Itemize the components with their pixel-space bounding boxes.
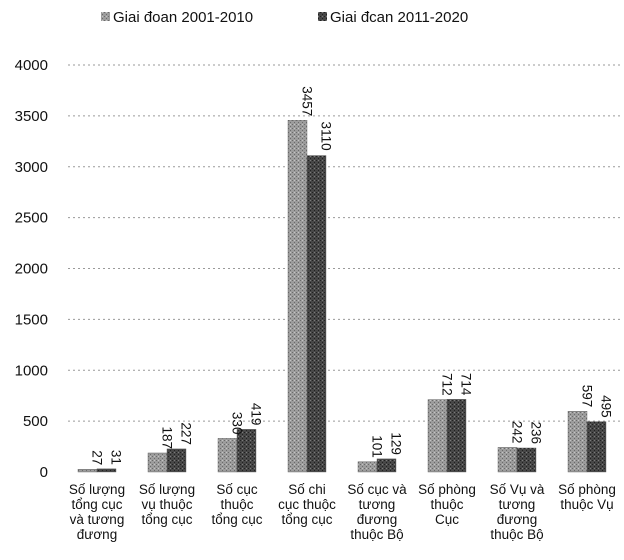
x-tick-label-line: tổng cục <box>281 512 332 527</box>
x-tick-label-5: Số cục và tương đương thuộc Bộ <box>347 482 407 542</box>
data-label-1-7: 242 <box>510 421 525 444</box>
bar-1-8 <box>567 411 588 473</box>
x-tick-label-line: cục thuộc <box>278 497 336 512</box>
data-label-2-4: 3110 <box>319 122 334 151</box>
x-tick-label-line: tương <box>499 497 536 512</box>
data-label-2-5: 129 <box>389 432 404 455</box>
bar-2-2 <box>166 448 187 473</box>
data-label-1-1: 27 <box>90 450 105 465</box>
x-tick-label-line: vụ thuộc <box>141 497 192 512</box>
x-tick-label-line: thuộc <box>220 497 253 512</box>
x-tick-label-line: tổng cục <box>141 512 192 527</box>
data-label-2-3: 419 <box>249 403 264 426</box>
bar-2-1 <box>96 468 117 473</box>
data-labels: 27 31 187 227 330 419 3457 3110 101 129 712 714 242 2… <box>90 86 614 465</box>
y-tick-label: 3500 <box>15 108 48 125</box>
data-label-1-8: 597 <box>580 385 595 408</box>
x-tick-label-line: Số chi <box>288 482 326 497</box>
bar-2-8 <box>586 421 607 473</box>
bar-1-4 <box>287 120 308 473</box>
y-tick-label: 1000 <box>15 362 48 379</box>
x-tick-label-8: Số phòng thuộc Vụ <box>558 482 616 512</box>
x-tick-label-line: tổng cục <box>211 512 262 527</box>
data-label-2-1: 31 <box>109 450 124 465</box>
x-tick-label-line: thuộc Bộ <box>350 527 403 542</box>
x-tick-label-line: đương <box>497 512 537 527</box>
x-tick-label-line: Số cục và <box>347 482 407 497</box>
x-tick-label-1: Số lượng tổng cục và tương đương <box>69 482 125 542</box>
bar-1-6 <box>427 399 448 473</box>
x-tick-label-3: Số cục thuộc tổng cục <box>211 482 262 527</box>
x-tick-label-line: Số Vụ và <box>490 482 545 497</box>
y-tick-label: 3000 <box>15 159 48 176</box>
x-tick-label-line: Số lượng <box>69 482 125 497</box>
data-label-2-8: 495 <box>599 395 614 418</box>
bar-2-3 <box>236 429 257 473</box>
legend-swatch-1 <box>101 12 110 21</box>
x-tick-label-line: và tương <box>70 512 125 527</box>
x-tick-label-7: Số Vụ và tương đương thuộc Bộ <box>490 482 545 542</box>
data-label-1-6: 712 <box>440 373 455 396</box>
data-label-1-2: 187 <box>160 426 175 449</box>
x-tick-label-2: Số lượng vụ thuộc tổng cục <box>139 482 195 527</box>
y-tick-label: 0 <box>40 464 48 481</box>
x-tick-label-line: tương <box>359 497 396 512</box>
x-tick-label-line: đương <box>357 512 397 527</box>
bar-1-1 <box>77 469 98 473</box>
data-label-2-7: 236 <box>529 421 544 444</box>
y-axis-ticks: 0 500 1000 1500 2000 2500 3000 3500 4000 <box>15 57 48 481</box>
bar-1-2 <box>147 452 168 473</box>
x-tick-label-line: tổng cục <box>71 497 122 512</box>
legend-label-1: Giai đoan 2001-2010 <box>113 9 253 26</box>
data-label-2-2: 227 <box>179 422 194 445</box>
x-tick-label-line: thuộc Bộ <box>490 527 543 542</box>
y-tick-label: 2000 <box>15 261 48 278</box>
bar-2-7 <box>516 447 537 473</box>
x-tick-label-line: Số phòng <box>418 482 476 497</box>
y-tick-label: 2500 <box>15 210 48 227</box>
gridlines <box>68 64 620 422</box>
bars <box>77 120 607 473</box>
x-tick-label-line: Số phòng <box>558 482 616 497</box>
data-label-1-5: 101 <box>370 435 385 458</box>
x-tick-label-line: Số lượng <box>139 482 195 497</box>
x-tick-label-line: Cục <box>435 512 459 527</box>
bar-1-5 <box>357 461 378 473</box>
x-tick-label-4: Số chi cục thuộc tổng cục <box>278 482 336 527</box>
bar-1-7 <box>497 447 518 473</box>
bar-1-3 <box>217 438 238 473</box>
y-tick-label: 1500 <box>15 311 48 328</box>
data-label-2-6: 714 <box>459 373 474 396</box>
bar-2-5 <box>376 458 397 473</box>
x-tick-label-line: thuộc Vụ <box>560 497 613 512</box>
bar-2-6 <box>446 399 467 473</box>
data-label-1-3: 330 <box>230 412 245 435</box>
legend-label-2: Giai đcan 2011-2020 <box>330 9 468 26</box>
data-label-1-4: 3457 <box>300 86 315 116</box>
y-tick-label: 4000 <box>15 57 48 74</box>
bar-2-4 <box>306 155 327 473</box>
y-tick-label: 500 <box>23 413 48 430</box>
x-tick-label-line: Số cục <box>216 482 258 497</box>
x-tick-label-line: thuộc <box>430 497 463 512</box>
legend-swatch-2 <box>318 12 327 21</box>
x-tick-label-line: đương <box>77 527 117 542</box>
legend: Giai đoan 2001-2010 Giai đcan 2011-2020 <box>101 9 468 26</box>
x-tick-label-6: Số phòng thuộc Cục <box>418 482 476 527</box>
